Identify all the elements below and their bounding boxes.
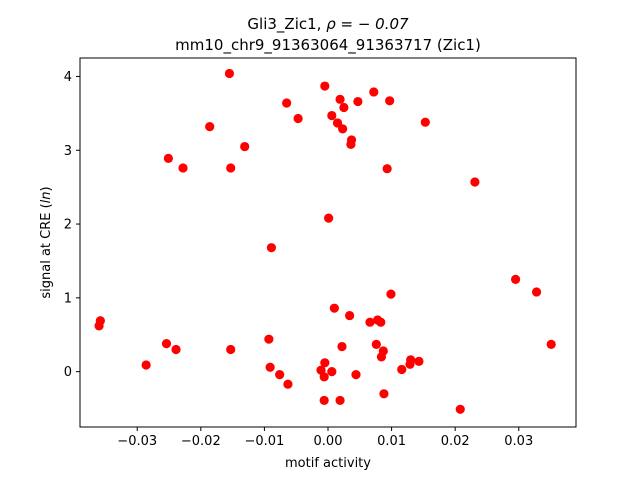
- data-point: [365, 317, 375, 327]
- data-point: [226, 163, 236, 173]
- data-point: [531, 287, 542, 297]
- data-point: [266, 243, 277, 253]
- data-point: [339, 102, 349, 113]
- data-point: [351, 370, 361, 380]
- data-point: [320, 358, 330, 368]
- data-point: [335, 94, 345, 104]
- data-point: [283, 379, 293, 389]
- data-point: [319, 372, 329, 382]
- data-point: [324, 213, 334, 223]
- data-point: [455, 404, 465, 414]
- data-point: [414, 356, 424, 366]
- data-point: [386, 289, 396, 299]
- data-point: [282, 98, 292, 108]
- data-point: [264, 334, 274, 344]
- data-point: [327, 367, 337, 377]
- data-point: [335, 395, 345, 406]
- data-point: [171, 344, 181, 355]
- data-point: [319, 395, 329, 406]
- data-point: [385, 96, 395, 106]
- data-point: [240, 141, 250, 152]
- data-point: [205, 122, 215, 132]
- data-point: [376, 317, 386, 327]
- data-point: [346, 139, 356, 149]
- chart-title-line1: Gli3_Zic1, ρ = − 0.07: [247, 15, 409, 34]
- data-point: [369, 87, 379, 97]
- data-point: [338, 124, 348, 134]
- y-tick-label: 2: [64, 218, 72, 233]
- data-point: [376, 352, 387, 362]
- data-point: [337, 341, 347, 352]
- x-tick-label: 0.03: [504, 434, 533, 449]
- data-point: [379, 389, 389, 399]
- data-point: [224, 68, 235, 79]
- data-point: [275, 370, 285, 380]
- data-point: [510, 274, 521, 284]
- x-tick-label: 0.00: [314, 434, 343, 449]
- x-axis-ticks: −0.03 −0.02 −0.01 0.00 0.01 0.02 0.03: [117, 427, 533, 449]
- y-tick-label: 0: [64, 365, 72, 380]
- data-point: [420, 117, 430, 127]
- x-tick-label: 0.01: [377, 434, 406, 449]
- data-point: [546, 339, 556, 349]
- data-point: [178, 163, 188, 173]
- data-point: [265, 362, 275, 372]
- data-point: [161, 339, 172, 349]
- x-tick-label: −0.02: [181, 434, 221, 449]
- data-point: [320, 81, 330, 91]
- data-point: [141, 360, 151, 370]
- y-axis-ticks: 0 1 2 3 4: [64, 70, 80, 380]
- x-tick-label: −0.03: [117, 434, 157, 449]
- x-axis-label: motif activity: [285, 456, 371, 471]
- y-tick-label: 1: [64, 291, 72, 306]
- data-point: [353, 96, 363, 107]
- data-point: [345, 310, 355, 321]
- data-point: [329, 303, 339, 313]
- data-point: [470, 177, 480, 187]
- x-tick-label: −0.01: [244, 434, 284, 449]
- data-points: [94, 68, 556, 414]
- data-point: [94, 321, 104, 331]
- chart-title-line2: mm10_chr9_91363064_91363717 (Zic1): [175, 36, 481, 55]
- data-point: [405, 359, 415, 369]
- data-point: [327, 110, 337, 121]
- data-point: [382, 164, 392, 174]
- x-tick-label: 0.02: [441, 434, 470, 449]
- data-point: [293, 113, 303, 124]
- data-point: [163, 153, 173, 163]
- data-point: [226, 344, 236, 355]
- y-axis-label: signal at CRE (ln): [39, 186, 54, 298]
- data-point: [371, 339, 381, 349]
- y-tick-label: 4: [64, 70, 72, 85]
- data-point: [397, 364, 407, 375]
- y-tick-label: 3: [64, 144, 72, 159]
